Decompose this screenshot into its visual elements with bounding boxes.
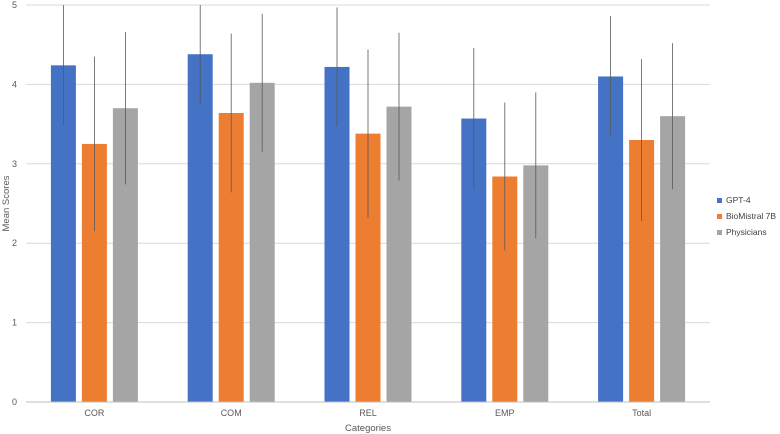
legend: GPT-4 BioMistral 7B Physicians xyxy=(717,195,776,237)
legend-swatch xyxy=(717,214,722,219)
x-tick-label: REL xyxy=(359,408,377,418)
legend-label: BioMistral 7B xyxy=(726,211,776,221)
x-axis-ticks: COR COM REL EMP Total xyxy=(84,408,651,418)
x-tick-label: COR xyxy=(84,408,105,418)
legend-swatch xyxy=(717,230,722,235)
x-tick-label: Total xyxy=(632,408,651,418)
y-tick-label: 1 xyxy=(12,318,17,328)
legend-label: Physicians xyxy=(726,227,767,237)
y-axis-ticks: 0 1 2 3 4 5 xyxy=(12,0,17,407)
y-tick-label: 5 xyxy=(12,0,17,10)
legend-swatch xyxy=(717,198,722,203)
y-tick-label: 2 xyxy=(12,238,17,248)
legend-label: GPT-4 xyxy=(726,195,751,205)
x-tick-label: COM xyxy=(221,408,242,418)
y-tick-label: 3 xyxy=(12,159,17,169)
y-axis-title: Mean Scores xyxy=(1,175,12,231)
y-tick-label: 4 xyxy=(12,79,17,89)
error-bars xyxy=(63,5,673,251)
bar xyxy=(187,54,213,403)
y-tick-label: 0 xyxy=(12,397,17,407)
bars xyxy=(50,54,686,403)
x-axis-title: Categories xyxy=(345,423,391,434)
x-tick-label: EMP xyxy=(495,408,515,418)
